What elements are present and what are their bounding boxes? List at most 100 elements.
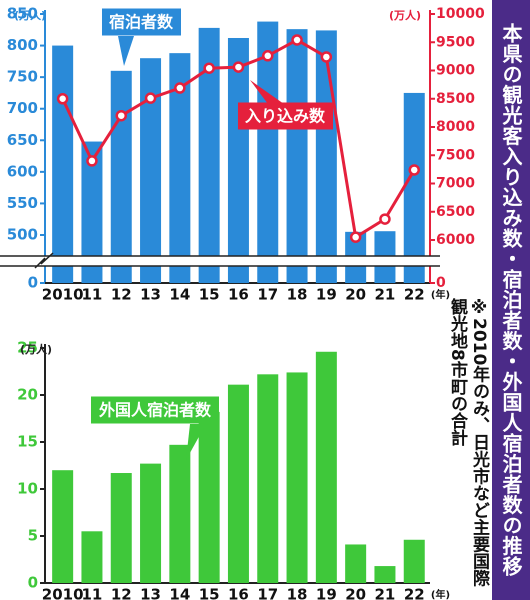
bar [403, 92, 425, 283]
bar [315, 30, 337, 283]
y2-tick-label: 0 [436, 275, 446, 291]
y2-tick-label: 8500 [436, 91, 475, 107]
bar [315, 351, 337, 583]
x-tick-label: 13 [140, 586, 161, 600]
y2-tick-label: 6000 [436, 232, 475, 248]
y-tick-label: 0 [28, 274, 38, 292]
bar [374, 566, 396, 583]
y-tick-label: 15 [17, 433, 38, 451]
x-tick-label: 20 [345, 286, 366, 304]
x-tick-label: 12 [111, 286, 132, 304]
x-tick-label: 19 [316, 286, 337, 304]
point [56, 93, 69, 105]
y-tick-label: 800 [7, 36, 38, 54]
x-tick-label: 12 [111, 586, 132, 600]
x-tick-label: 15 [199, 586, 220, 600]
x-tick-label: 17 [257, 286, 278, 304]
point [144, 92, 157, 104]
y-tick-label: 500 [7, 226, 38, 244]
y-tick-label: 650 [7, 131, 38, 149]
note: ※2010年のみ、日光市など主要国際観光地8市町の合計 [447, 298, 489, 587]
bar [286, 29, 308, 284]
legend-box [101, 8, 181, 36]
x-tick-label: 20 [345, 586, 366, 600]
point [262, 50, 274, 62]
legend-pointer [118, 36, 134, 66]
y2-tick-label: 7000 [436, 176, 475, 192]
x-axis-label: (年) [431, 288, 450, 301]
y-tick-label: 10 [17, 480, 38, 498]
x-tick-label: 14 [169, 586, 190, 600]
y2-tick-label: 6500 [436, 204, 475, 220]
bar [257, 374, 279, 583]
point [115, 109, 127, 122]
legend-pointer [186, 424, 206, 460]
legend-label: 宿泊者数 [109, 13, 174, 32]
y-tick-label: 20 [17, 386, 38, 404]
bar [169, 444, 191, 583]
point [349, 231, 362, 243]
y2-tick-label: 8000 [436, 119, 475, 135]
x-tick-label: 11 [82, 586, 103, 600]
x-tick-label: 19 [316, 586, 337, 600]
x-tick-label: 18 [287, 586, 308, 600]
x-tick-label: 16 [228, 286, 249, 304]
bar [257, 21, 279, 283]
point [291, 34, 303, 46]
bar [198, 411, 220, 583]
legend-pointer [250, 80, 284, 104]
legend-label: 入り込み数 [245, 107, 326, 126]
bar [169, 53, 191, 283]
bar [286, 372, 308, 583]
bar [110, 70, 132, 283]
point [203, 62, 215, 74]
bar [52, 45, 74, 284]
legend-label: 外国人宿泊者数 [98, 401, 212, 420]
bar [110, 473, 132, 583]
y-axis-label: (万人) [20, 342, 52, 356]
x-tick-label: 22 [404, 586, 425, 600]
y-tick-label: 850 [7, 5, 38, 23]
x-tick-label: 22 [404, 286, 425, 304]
y-axis-label: (万人) [14, 8, 46, 22]
point [320, 51, 333, 63]
bar [81, 531, 103, 583]
x-tick-label: 21 [375, 286, 396, 304]
point [379, 213, 391, 225]
point [174, 82, 186, 94]
x-tick-label: 21 [375, 586, 396, 600]
y2-tick-label: 9000 [436, 63, 475, 79]
legend-box [237, 102, 333, 130]
x-tick-label: 14 [169, 286, 190, 304]
x-tick-label: 2010 [42, 286, 84, 304]
x-tick-label: 15 [199, 286, 220, 304]
x-tick-label: 2010 [42, 586, 84, 600]
x-tick-label: 13 [140, 286, 161, 304]
title: 本県の観光客入り込み数・宿泊者数・外国人宿泊者数の推移 [492, 0, 530, 600]
bar [227, 37, 249, 283]
point [232, 61, 245, 73]
y-tick-label: 700 [7, 99, 38, 117]
y2-tick-label: 10000 [436, 6, 485, 22]
bar [140, 58, 162, 284]
y-tick-label: 750 [7, 68, 38, 86]
y-tick-label: 550 [7, 194, 38, 212]
y-tick-label: 600 [7, 162, 38, 180]
charts: 0500550600650700750800850(万人)06000650070… [0, 5, 485, 600]
axis-break-zig [34, 252, 54, 269]
bar [227, 384, 249, 583]
bar [345, 544, 367, 583]
point [86, 155, 98, 167]
x-tick-label: 16 [228, 586, 249, 600]
point [408, 164, 420, 176]
x-tick-label: 11 [82, 286, 103, 304]
bar [198, 27, 220, 283]
y-tick-label: 25 [17, 339, 38, 357]
bar [81, 141, 103, 283]
axis-break [0, 256, 440, 266]
y-tick-label: 0 [28, 574, 38, 592]
x-tick-label: 17 [257, 586, 278, 600]
y2-tick-label: 7500 [436, 147, 475, 163]
bar [403, 539, 425, 583]
